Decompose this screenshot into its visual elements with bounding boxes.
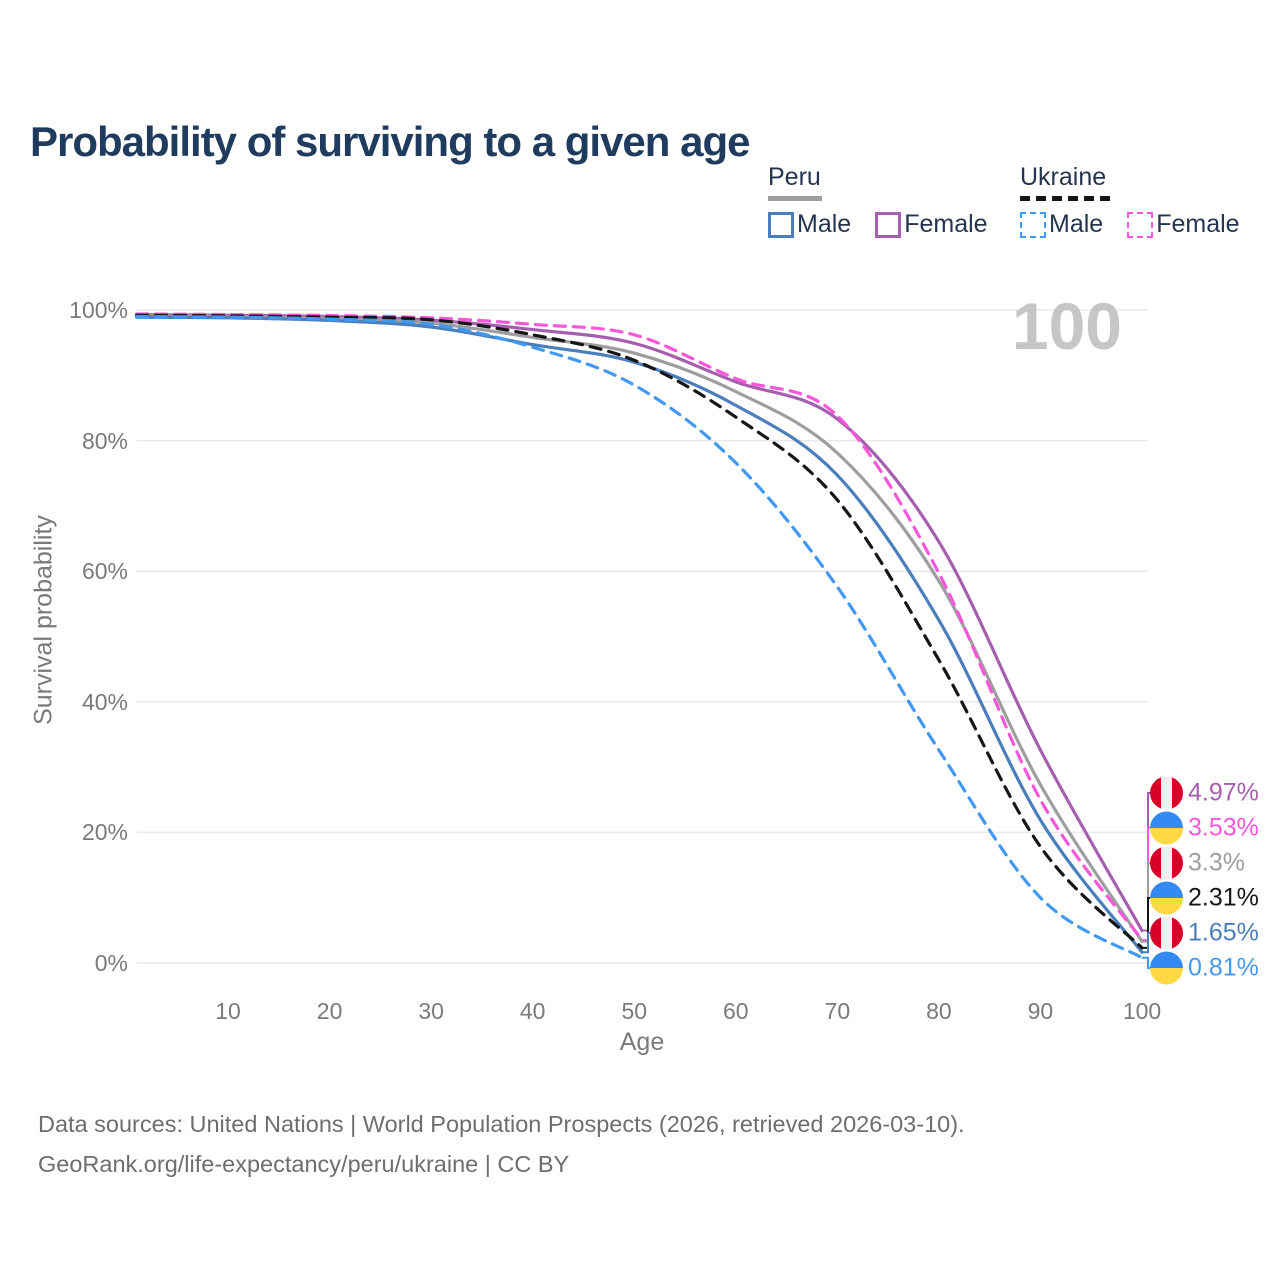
legend-peru-title[interactable]: Peru bbox=[768, 163, 821, 191]
x-tick-100: 100 bbox=[1122, 998, 1162, 1024]
end-label-ukraine-male: 0.81% bbox=[1150, 951, 1259, 985]
y-tick-0%: 0% bbox=[94, 950, 128, 976]
footer-sources-line: Data sources: United Nations | World Pop… bbox=[38, 1111, 965, 1137]
end-label-peru: 3.3% bbox=[1150, 846, 1245, 880]
age-hover-indicator: 100 bbox=[1011, 289, 1122, 363]
data-sources-footer: Data sources: United Nations | World Pop… bbox=[38, 1104, 965, 1184]
end-value-peru-male: 1.65% bbox=[1188, 918, 1259, 947]
x-tick-70: 70 bbox=[824, 998, 851, 1024]
ukraine-flag-icon bbox=[1150, 811, 1183, 845]
end-value-ukraine-female: 3.53% bbox=[1188, 813, 1259, 842]
footer-attribution-line[interactable]: GeoRank.org/life-expectancy/peru/ukraine… bbox=[38, 1151, 570, 1177]
legend-swatch-peru-male[interactable] bbox=[768, 211, 794, 238]
legend-group-peru: Peru Male Female bbox=[768, 163, 988, 239]
end-value-ukraine-male: 0.81% bbox=[1188, 953, 1259, 982]
legend-ukraine-line-swatch bbox=[1020, 196, 1110, 201]
peru-flag-icon bbox=[1150, 776, 1183, 810]
legend-swatch-ukraine-male[interactable] bbox=[1020, 211, 1046, 238]
x-tick-40: 40 bbox=[519, 998, 546, 1024]
legend-label-ukraine-male[interactable]: Male bbox=[1049, 210, 1104, 238]
x-axis-title: Age bbox=[619, 1028, 665, 1056]
legend-label-peru-male[interactable]: Male bbox=[797, 210, 852, 238]
y-tick-80%: 80% bbox=[81, 427, 128, 454]
curve-ukraine[interactable] bbox=[135, 313, 1144, 950]
x-tick-60: 60 bbox=[723, 998, 749, 1024]
x-tick-90: 90 bbox=[1027, 998, 1054, 1024]
x-tick-10: 10 bbox=[215, 998, 241, 1024]
y-tick-40%: 40% bbox=[81, 688, 128, 715]
curve-ukraine-female[interactable] bbox=[135, 312, 1144, 942]
end-label-peru-female: 4.97% bbox=[1150, 776, 1259, 810]
legend-group-ukraine: Ukraine Male Female bbox=[1020, 163, 1240, 239]
x-tick-20: 20 bbox=[316, 998, 343, 1024]
end-label-peru-male: 1.65% bbox=[1150, 916, 1259, 950]
legend-peru-line-swatch bbox=[768, 196, 822, 201]
x-tick-50: 50 bbox=[621, 998, 648, 1024]
peru-flag-icon bbox=[1150, 846, 1183, 880]
legend-swatch-peru-female[interactable] bbox=[875, 211, 902, 238]
end-value-peru: 3.3% bbox=[1188, 848, 1245, 877]
legend-label-ukraine-female[interactable]: Female bbox=[1156, 210, 1240, 238]
curve-peru[interactable] bbox=[135, 314, 1144, 944]
y-tick-60%: 60% bbox=[81, 558, 128, 585]
ukraine-flag-icon bbox=[1150, 951, 1183, 985]
x-tick-30: 30 bbox=[418, 998, 444, 1024]
curve-peru-male[interactable] bbox=[135, 315, 1144, 954]
end-value-ukraine: 2.31% bbox=[1188, 883, 1259, 912]
curve-peru-female[interactable] bbox=[135, 312, 1144, 933]
page-title: Probability of surviving to a given age bbox=[30, 118, 750, 166]
end-label-ukraine: 2.31% bbox=[1150, 881, 1259, 915]
end-label-ukraine-female: 3.53% bbox=[1150, 811, 1259, 845]
peru-flag-icon bbox=[1150, 916, 1183, 950]
legend-label-peru-female[interactable]: Female bbox=[904, 210, 988, 238]
ukraine-flag-icon bbox=[1150, 881, 1183, 915]
legend-swatch-ukraine-female[interactable] bbox=[1127, 211, 1154, 238]
end-value-peru-female: 4.97% bbox=[1188, 778, 1259, 807]
curve-ukraine-male[interactable] bbox=[135, 314, 1144, 960]
x-tick-80: 80 bbox=[926, 998, 952, 1024]
legend-ukraine-title[interactable]: Ukraine bbox=[1020, 163, 1107, 191]
y-tick-20%: 20% bbox=[81, 819, 128, 846]
y-tick-100%: 100% bbox=[69, 297, 128, 323]
